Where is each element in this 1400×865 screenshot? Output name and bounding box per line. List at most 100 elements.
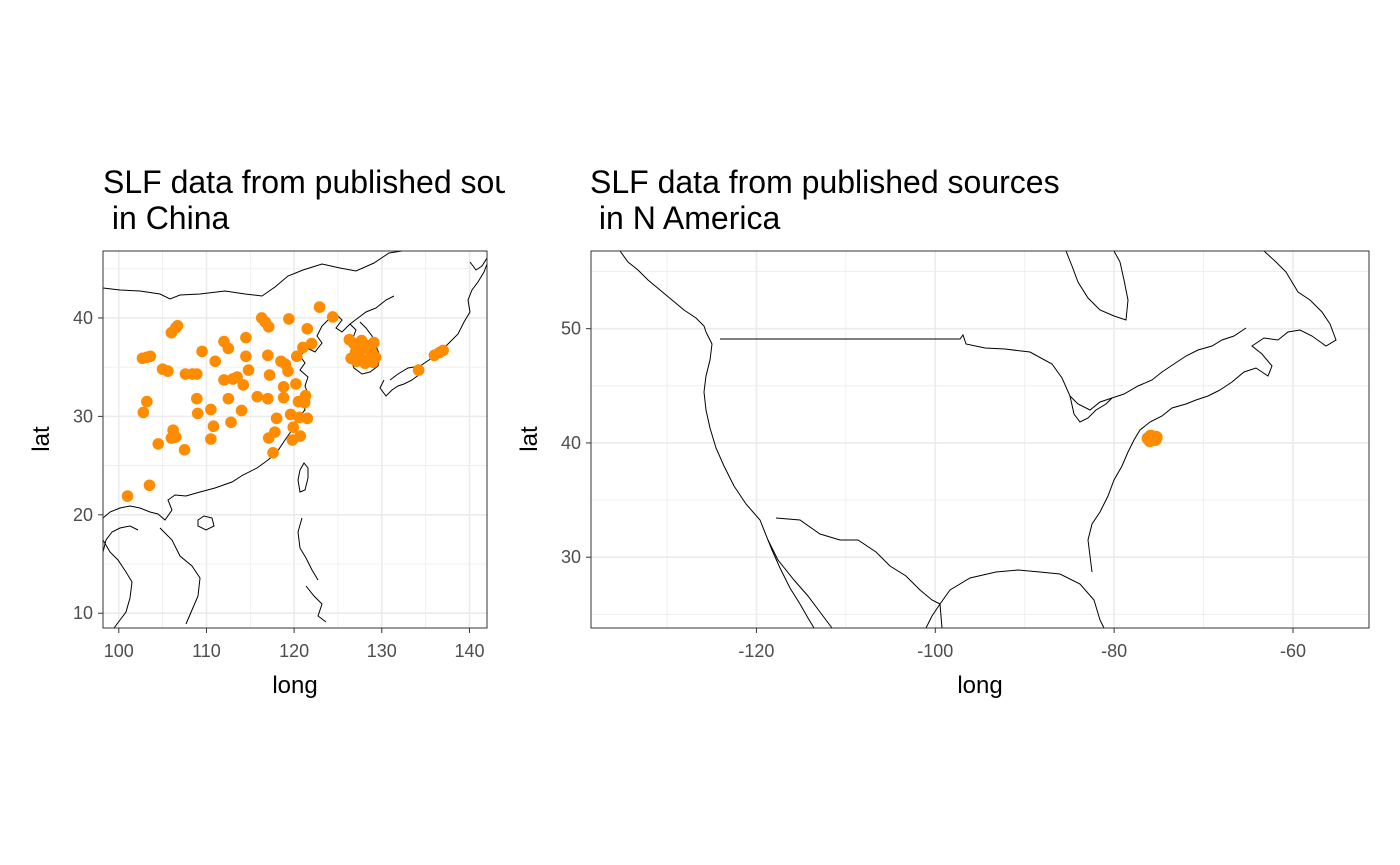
na-x-axis-title: long	[957, 672, 1002, 699]
slf-observation-point	[240, 331, 252, 344]
slf-observation-point	[297, 341, 309, 354]
x-tick-label: 110	[192, 641, 221, 661]
china-map-panel: 100 110 120 130 140 10 20 30 40 long lat	[28, 250, 488, 699]
north-america-map-panel: -120 -100 -80 -60 30 40 50 long lat	[516, 250, 1370, 699]
slf-observation-point	[207, 420, 220, 433]
slf-observation-point	[141, 351, 153, 364]
philippines-luzon	[297, 517, 319, 581]
slf-observation-point	[171, 320, 184, 332]
slf-observation-point	[277, 381, 290, 393]
slf-observation-point	[290, 350, 303, 363]
china-panel-border	[102, 250, 488, 629]
slf-observation-point	[242, 364, 255, 376]
new-england-maritimes	[1219, 251, 1337, 391]
slf-observation-point	[191, 392, 203, 405]
north-america-map-title: SLF data from published sources in N Ame…	[590, 164, 1060, 236]
slf-observation-point	[287, 421, 300, 433]
y-tick-label: 40	[73, 308, 93, 328]
x-tick-label: 140	[454, 641, 484, 661]
slf-observation-point	[301, 412, 314, 425]
slf-observation-point	[267, 446, 279, 459]
china-inland-border	[103, 525, 139, 553]
x-tick-label: -120	[738, 641, 774, 661]
x-tick-label: -100	[917, 641, 953, 661]
slf-observation-point	[222, 392, 235, 405]
y-tick-label: 40	[561, 433, 581, 453]
slf-observation-point	[218, 374, 230, 386]
canada-us-border	[720, 333, 1113, 423]
slf-observation-point	[162, 365, 174, 377]
slf-observation-point	[137, 406, 150, 419]
hudson-bay	[1065, 251, 1129, 321]
slf-observation-point	[301, 322, 314, 335]
slf-observation-point	[240, 350, 252, 363]
slf-observation-point	[231, 371, 243, 383]
slf-observation-point	[284, 408, 297, 421]
na-plot-background	[591, 251, 1369, 628]
slf-observation-point	[277, 391, 290, 404]
west-coast	[703, 331, 833, 628]
mexico-east-coast	[925, 603, 941, 628]
hainan	[197, 515, 215, 531]
na-axis-ticks: -120 -100 -80 -60 30 40 50	[561, 319, 1306, 661]
hokkaido	[469, 257, 487, 271]
slf-observation-point	[141, 395, 153, 408]
slf-observation-point	[165, 432, 178, 444]
gulf-coast	[939, 569, 1105, 628]
x-tick-label: -60	[1280, 641, 1306, 661]
x-tick-label: 120	[279, 641, 309, 661]
slf-observation-point	[305, 337, 318, 350]
na-y-axis-title: lat	[516, 426, 543, 452]
x-tick-label: -80	[1101, 641, 1127, 661]
slf-observation-point	[368, 336, 380, 349]
great-lakes-and-stlawrence	[1069, 327, 1247, 411]
philippines-south	[305, 585, 327, 623]
y-tick-label: 50	[561, 319, 581, 339]
slf-observation-point	[191, 368, 203, 380]
slf-observation-point	[222, 342, 235, 355]
malay-gulf	[159, 527, 201, 625]
slf-observation-point	[235, 404, 248, 417]
slf-observation-point	[262, 349, 274, 362]
slf-observation-point	[313, 301, 326, 313]
japan-kyushu-shikoku	[379, 373, 421, 397]
slf-observation-point	[205, 403, 217, 416]
asia-mainland-coastline	[103, 251, 403, 300]
slf-observation-point	[270, 412, 283, 425]
mexico-us-border	[775, 517, 943, 628]
slf-observation-point	[205, 433, 217, 445]
china-map-title: SLF data from published sources in China	[103, 164, 505, 236]
y-tick-label: 30	[561, 547, 581, 567]
slf-observation-point	[263, 369, 276, 381]
slf-observation-point	[437, 344, 449, 357]
slf-observation-point	[290, 378, 302, 390]
canada-west-coast	[619, 251, 707, 333]
slf-observation-point	[299, 389, 312, 402]
slf-observation-point	[283, 313, 295, 325]
slf-observation-point	[121, 490, 134, 502]
china-points	[121, 301, 449, 502]
y-tick-label: 30	[73, 406, 93, 426]
florida-east-coast	[1087, 389, 1221, 573]
slf-observation-point	[326, 311, 339, 323]
slf-observation-point	[225, 416, 237, 429]
china-y-axis-title: lat	[28, 426, 55, 452]
taiwan	[297, 462, 309, 493]
slf-observation-point	[412, 364, 425, 376]
y-tick-label: 20	[73, 505, 93, 525]
x-tick-label: 100	[104, 641, 134, 661]
slf-observation-point	[262, 320, 275, 333]
slf-observation-point	[143, 479, 156, 492]
slf-observation-point	[269, 426, 281, 438]
na-panel-border	[590, 250, 1370, 629]
slf-observation-point	[251, 390, 264, 403]
slf-observation-point	[294, 430, 307, 442]
na-points	[1141, 429, 1163, 448]
japan-honshu	[389, 263, 487, 381]
slf-observation-point	[196, 345, 208, 358]
slf-observation-point	[1145, 433, 1159, 446]
x-tick-label: 130	[367, 641, 397, 661]
na-coastlines	[619, 251, 1337, 628]
slf-observation-point	[191, 407, 204, 420]
